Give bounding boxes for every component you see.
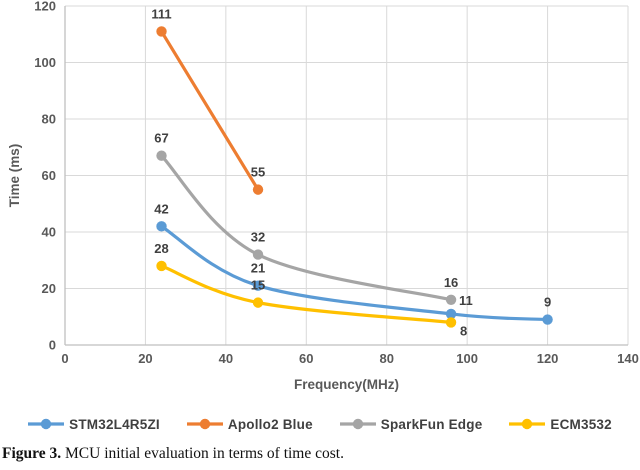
legend-line-marker-icon: [28, 418, 65, 430]
x-tick-label: 120: [537, 351, 559, 366]
series-marker: [445, 317, 457, 328]
data-label: 32: [251, 230, 265, 245]
y-axis-title: Time (ms): [7, 144, 22, 208]
series-marker: [252, 297, 264, 308]
legend-item-apollo2-blue: Apollo2 Blue: [186, 416, 313, 432]
x-tick-label: 140: [617, 351, 639, 366]
figure-caption-label: Figure 3.: [2, 445, 62, 462]
series-line-ecm3532: [159, 264, 453, 324]
data-label: 8: [460, 323, 467, 338]
data-label: 21: [251, 261, 265, 276]
series-line-sparkfun-edge: [159, 154, 453, 302]
series-line-stm32l4r5zi: [159, 224, 550, 322]
legend-label: STM32L4R5ZI: [69, 416, 160, 432]
series-marker: [156, 26, 167, 37]
series-marker: [156, 260, 167, 272]
x-tick-label: 40: [219, 351, 233, 366]
y-tick-label: 100: [34, 55, 56, 70]
series-line-apollo2-blue: [159, 29, 260, 192]
series-marker: [445, 308, 457, 320]
y-tick-label: 40: [42, 225, 56, 240]
legend-item-stm32l4r5zi: STM32L4R5ZI: [28, 417, 160, 432]
x-tick-label: 80: [379, 351, 393, 366]
x-tick-label: 60: [299, 351, 313, 366]
x-tick-label: 20: [138, 351, 152, 366]
legend-line-marker-icon: [339, 418, 376, 430]
data-label: 11: [459, 293, 473, 308]
y-tick-label: 0: [49, 338, 56, 353]
series-marker: [252, 184, 264, 195]
x-tick-label: 100: [456, 351, 478, 366]
series-marker: [252, 249, 264, 260]
legend-label: SparkFun Edge: [380, 416, 483, 432]
x-axis-title: Frequency(MHz): [294, 377, 399, 392]
time-cost-chart: 0 20 40 60 80 100 120 0 20 40 60 80 100 120 140 Frequen…: [7, 0, 639, 392]
data-label: 42: [154, 201, 168, 216]
data-label: 28: [154, 241, 168, 256]
series-marker: [542, 314, 553, 325]
y-tick-label: 60: [42, 168, 56, 183]
figure-caption-text: MCU initial evaluation in terms of time …: [61, 445, 344, 462]
y-tick-label: 20: [42, 281, 56, 296]
data-label: 111: [151, 6, 171, 21]
series-marker: [445, 294, 457, 305]
series-marker: [252, 280, 264, 291]
y-tick-label: 120: [34, 0, 56, 14]
data-label: 15: [251, 278, 265, 293]
y-tick-label: 80: [42, 112, 56, 127]
x-tick-label: 0: [61, 351, 68, 366]
legend-line-marker-icon: [509, 418, 546, 430]
series-marker: [156, 150, 167, 161]
data-label: 67: [154, 131, 168, 146]
legend-label: Apollo2 Blue: [227, 416, 313, 432]
legend-line-marker-icon: [186, 418, 223, 430]
data-label: 55: [251, 165, 265, 180]
legend-item-sparkfun-edge: SparkFun Edge: [339, 416, 483, 432]
series-marker: [156, 221, 167, 232]
figure-caption: Figure 3. MCU initial evaluation in term…: [2, 445, 640, 463]
chart-legend: STM32L4R5ZI Apollo2 Blue SparkFun Edge ECM3…: [0, 414, 640, 434]
data-label: 16: [444, 275, 458, 290]
legend-item-ecm3532: ECM3532: [509, 416, 612, 432]
legend-label: ECM3532: [550, 416, 612, 432]
data-label: 9: [544, 295, 551, 310]
